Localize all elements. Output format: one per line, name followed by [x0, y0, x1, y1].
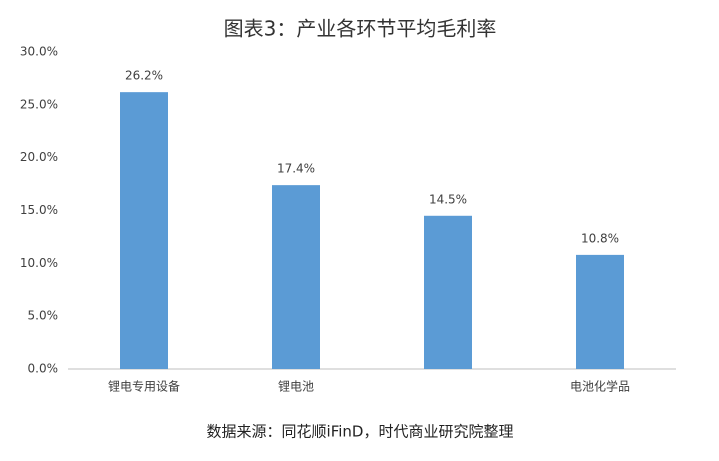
chart-title: 图表3：产业各环节平均毛利率: [224, 17, 497, 41]
x-tick-label: 锂电专用设备: [108, 379, 180, 394]
bar: [120, 92, 168, 370]
bar: [272, 185, 320, 369]
bar: [576, 254, 624, 369]
x-tick-label: 锂电池: [278, 379, 314, 394]
y-tick-label: 30.0%: [20, 45, 58, 59]
y-tick-label: 5.0%: [28, 309, 59, 323]
y-tick-label: 15.0%: [20, 203, 58, 217]
bar: [424, 215, 472, 369]
y-tick-label: 10.0%: [20, 256, 58, 270]
data-label: 26.2%: [125, 69, 163, 83]
y-tick-label: 0.0%: [28, 362, 59, 376]
data-label: 14.5%: [429, 192, 467, 206]
source-note: 数据来源：同花顺iFinD，时代商业研究院整理: [207, 423, 514, 441]
x-tick-label: 电池化学品: [570, 379, 630, 394]
y-tick-label: 20.0%: [20, 150, 58, 164]
data-label: 10.8%: [581, 231, 619, 245]
data-label: 17.4%: [277, 162, 315, 176]
y-tick-label: 25.0%: [20, 97, 58, 111]
